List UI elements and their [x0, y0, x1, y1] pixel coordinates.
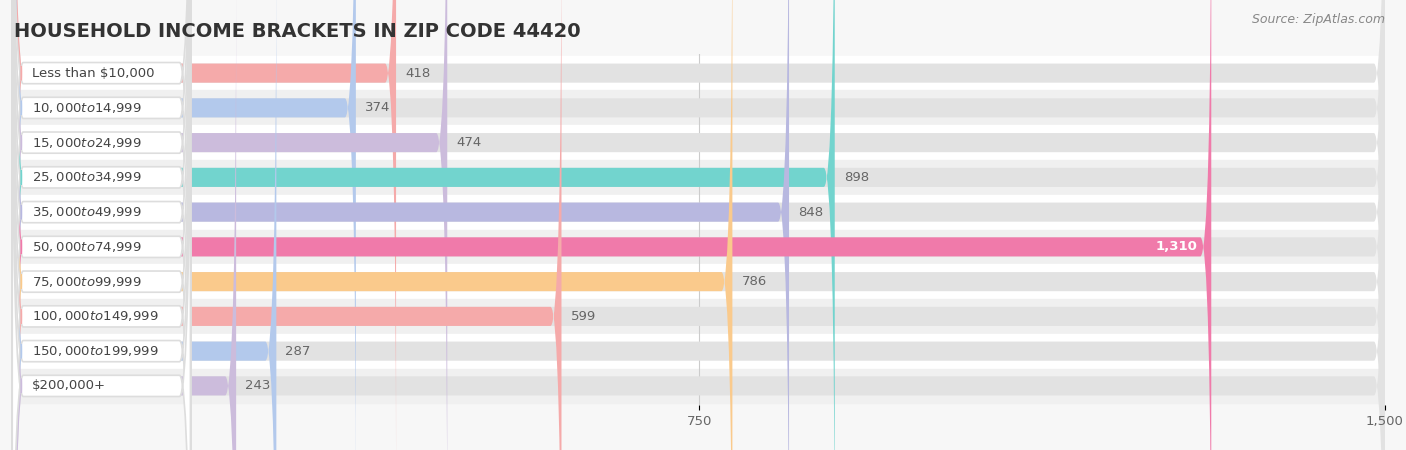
FancyBboxPatch shape — [14, 0, 236, 450]
Text: 786: 786 — [741, 275, 766, 288]
FancyBboxPatch shape — [14, 0, 1385, 450]
FancyBboxPatch shape — [13, 0, 190, 450]
Text: $200,000+: $200,000+ — [32, 379, 107, 392]
FancyBboxPatch shape — [13, 0, 190, 450]
Text: 848: 848 — [799, 206, 824, 219]
Bar — [14, 334, 1385, 369]
FancyBboxPatch shape — [14, 0, 1385, 450]
FancyBboxPatch shape — [14, 0, 356, 450]
Text: $35,000 to $49,999: $35,000 to $49,999 — [32, 205, 142, 219]
FancyBboxPatch shape — [13, 0, 190, 450]
Text: $10,000 to $14,999: $10,000 to $14,999 — [32, 101, 142, 115]
FancyBboxPatch shape — [14, 0, 1385, 450]
Text: $50,000 to $74,999: $50,000 to $74,999 — [32, 240, 142, 254]
Text: $150,000 to $199,999: $150,000 to $199,999 — [32, 344, 159, 358]
Text: 374: 374 — [366, 101, 391, 114]
FancyBboxPatch shape — [14, 0, 1385, 450]
Text: 418: 418 — [405, 67, 430, 80]
Bar — [14, 230, 1385, 264]
Text: Less than $10,000: Less than $10,000 — [32, 67, 155, 80]
Bar — [14, 264, 1385, 299]
FancyBboxPatch shape — [14, 0, 835, 450]
FancyBboxPatch shape — [14, 0, 1385, 450]
FancyBboxPatch shape — [13, 0, 190, 450]
Text: 898: 898 — [844, 171, 869, 184]
Bar — [14, 195, 1385, 230]
Text: $100,000 to $149,999: $100,000 to $149,999 — [32, 310, 159, 324]
Bar — [14, 369, 1385, 403]
FancyBboxPatch shape — [14, 0, 561, 450]
FancyBboxPatch shape — [13, 0, 190, 450]
Text: Source: ZipAtlas.com: Source: ZipAtlas.com — [1251, 14, 1385, 27]
FancyBboxPatch shape — [14, 0, 789, 450]
FancyBboxPatch shape — [14, 0, 1385, 450]
FancyBboxPatch shape — [14, 0, 1385, 450]
Text: 474: 474 — [457, 136, 482, 149]
FancyBboxPatch shape — [13, 0, 190, 450]
Text: 599: 599 — [571, 310, 596, 323]
FancyBboxPatch shape — [14, 0, 733, 450]
Text: $75,000 to $99,999: $75,000 to $99,999 — [32, 274, 142, 288]
Bar — [14, 90, 1385, 125]
Text: 287: 287 — [285, 345, 311, 358]
Bar — [14, 125, 1385, 160]
FancyBboxPatch shape — [13, 0, 190, 450]
FancyBboxPatch shape — [14, 0, 1385, 450]
FancyBboxPatch shape — [13, 0, 190, 450]
Bar — [14, 160, 1385, 195]
Bar — [14, 56, 1385, 90]
Text: $15,000 to $24,999: $15,000 to $24,999 — [32, 135, 142, 149]
FancyBboxPatch shape — [13, 0, 190, 450]
FancyBboxPatch shape — [14, 0, 1385, 450]
FancyBboxPatch shape — [14, 0, 396, 450]
FancyBboxPatch shape — [14, 0, 1212, 450]
Text: HOUSEHOLD INCOME BRACKETS IN ZIP CODE 44420: HOUSEHOLD INCOME BRACKETS IN ZIP CODE 44… — [14, 22, 581, 41]
Text: $25,000 to $34,999: $25,000 to $34,999 — [32, 171, 142, 184]
FancyBboxPatch shape — [14, 0, 1385, 450]
FancyBboxPatch shape — [13, 0, 190, 450]
FancyBboxPatch shape — [14, 0, 447, 450]
FancyBboxPatch shape — [14, 0, 277, 450]
Text: 243: 243 — [245, 379, 270, 392]
Bar — [14, 299, 1385, 334]
Text: 1,310: 1,310 — [1156, 240, 1198, 253]
